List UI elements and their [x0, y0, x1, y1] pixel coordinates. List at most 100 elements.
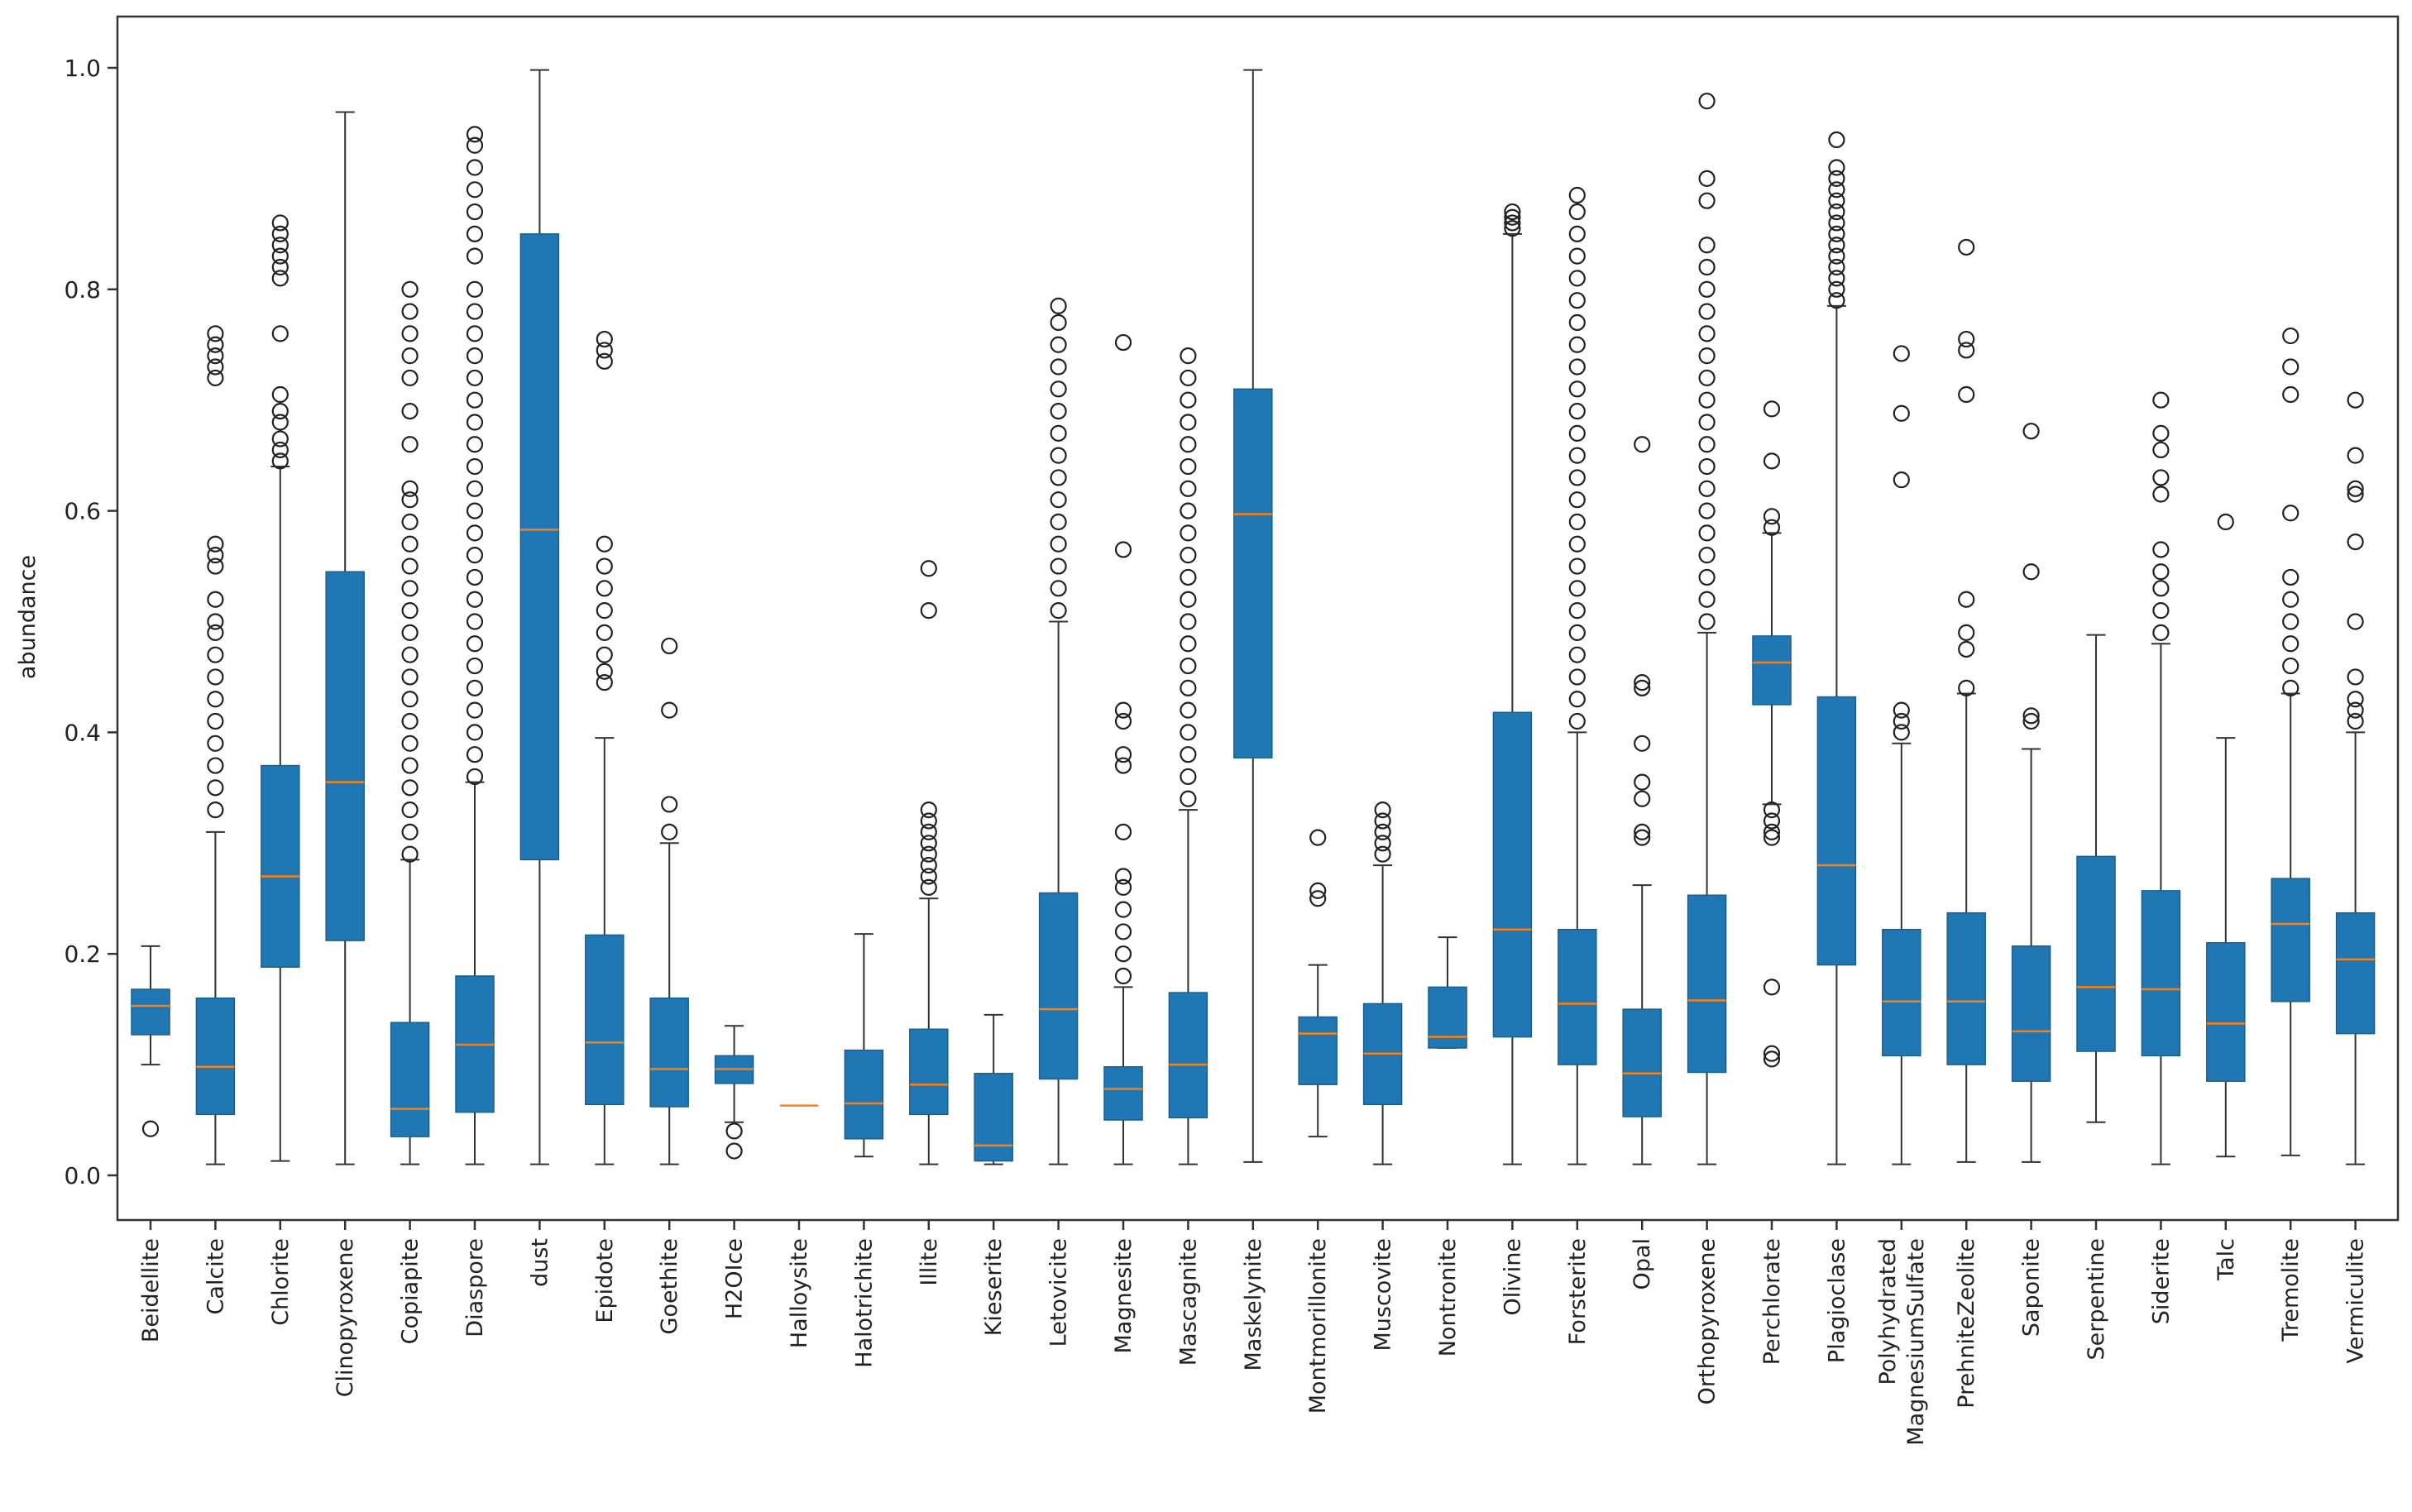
box-epidote	[585, 330, 625, 1165]
outlier-point	[401, 347, 419, 365]
outlier-point	[207, 591, 224, 608]
outlier-point	[1114, 823, 1132, 841]
outlier-point	[1568, 535, 1586, 553]
outlier-point	[1180, 613, 1197, 630]
outlier-point	[596, 535, 613, 553]
outlier-point	[1050, 447, 1067, 464]
x-tick-label: Polyhydrated MagnesiumSulfate	[1875, 1238, 1929, 1446]
outlier-point	[1114, 746, 1132, 763]
outlier-point	[1698, 391, 1716, 409]
outlier-point	[1763, 823, 1781, 841]
outlier-point	[466, 457, 484, 476]
iqr-box	[195, 998, 236, 1116]
outlier-point	[466, 724, 484, 741]
outlier-point	[1180, 701, 1197, 719]
outlier-point	[2152, 563, 2170, 581]
outlier-point	[1050, 491, 1067, 509]
outlier-point	[2152, 580, 2170, 597]
outlier-point	[401, 823, 419, 841]
outlier-point	[207, 557, 224, 575]
x-tick-label: Letovicite	[1046, 1238, 1072, 1347]
outlier-point	[1763, 829, 1781, 846]
outlier-point	[1180, 391, 1197, 409]
box-kieserite	[974, 1013, 1013, 1165]
outlier-point	[1634, 823, 1651, 841]
x-tick-label: Montmorillonite	[1305, 1238, 1331, 1414]
outlier-point	[1763, 452, 1781, 470]
outlier-point	[1114, 333, 1132, 352]
outlier-point	[1634, 773, 1651, 791]
outlier-point	[2347, 447, 2364, 464]
iqr-box	[2076, 855, 2116, 1052]
outlier-point	[1050, 602, 1067, 620]
box-plagioclase	[1816, 131, 1857, 1165]
y-tick-label: 1.0	[64, 55, 101, 82]
iqr-box	[585, 934, 625, 1106]
iqr-box	[2335, 912, 2376, 1035]
iqr-box	[2011, 945, 2051, 1082]
outlier-point	[596, 602, 613, 620]
outlier-point	[466, 568, 484, 586]
outlier-point	[401, 480, 419, 497]
outlier-point	[1958, 640, 1975, 658]
x-tick-label: Copiapite	[398, 1238, 424, 1344]
iqr-box	[1492, 711, 1533, 1038]
outlier-point	[1634, 679, 1651, 696]
outlier-point	[401, 513, 419, 531]
outlier-point	[466, 547, 484, 564]
outlier-point	[1180, 547, 1197, 564]
outlier-point	[207, 801, 224, 819]
y-tick-label: 0.6	[64, 498, 101, 525]
outlier-point	[401, 436, 419, 453]
box-serpentine	[2076, 634, 2116, 1123]
outlier-point	[271, 214, 289, 232]
outlier-point	[1374, 835, 1391, 852]
outlier-point	[1568, 513, 1586, 531]
outlier-point	[2347, 391, 2364, 409]
outlier-point	[466, 225, 484, 242]
outlier-point	[2152, 624, 2170, 641]
outlier-point	[1568, 380, 1586, 398]
outlier-point	[1568, 424, 1586, 442]
outlier-point	[1050, 313, 1067, 332]
outlier-point	[1568, 691, 1586, 708]
box-vermiculite	[2335, 391, 2376, 1165]
outlier-point	[2282, 591, 2300, 608]
outlier-point	[1568, 270, 1586, 287]
outlier-point	[1698, 347, 1716, 365]
outlier-point	[2282, 568, 2300, 586]
outlier-point	[1180, 679, 1197, 696]
iqr-box	[844, 1049, 884, 1140]
box-dust	[519, 69, 560, 1165]
outlier-point	[596, 580, 613, 597]
outlier-point	[1698, 369, 1716, 387]
outlier-point	[466, 480, 484, 497]
outlier-point	[1698, 568, 1716, 586]
iqr-box	[649, 998, 689, 1108]
x-tick-label-line: Polyhydrated	[1875, 1238, 1901, 1385]
outlier-point	[207, 712, 224, 730]
outlier-point	[1114, 541, 1132, 558]
box-talc	[2206, 513, 2246, 1158]
x-tick-label: Forsterite	[1565, 1238, 1591, 1345]
iqr-box	[2206, 942, 2246, 1082]
outlier-point	[466, 635, 484, 653]
outlier-point	[1050, 297, 1067, 314]
iqr-box	[1298, 1016, 1338, 1085]
box-siderite	[2141, 391, 2181, 1165]
outlier-point	[1958, 238, 1975, 256]
x-tick-label-line: MagnesiumSulfate	[1903, 1238, 1929, 1446]
outlier-point	[2282, 505, 2300, 522]
outlier-point	[1374, 823, 1391, 841]
outlier-point	[2282, 385, 2300, 404]
x-tick-label: Chlorite	[268, 1238, 294, 1326]
box-beidellite	[131, 945, 170, 1137]
outlier-point	[1763, 812, 1781, 830]
outlier-point	[1114, 868, 1132, 885]
outlier-point	[2347, 701, 2364, 719]
iqr-box	[1233, 388, 1273, 758]
outlier-point	[1828, 170, 1845, 187]
outlier-point	[1180, 480, 1197, 497]
outlier-point	[1568, 602, 1586, 620]
